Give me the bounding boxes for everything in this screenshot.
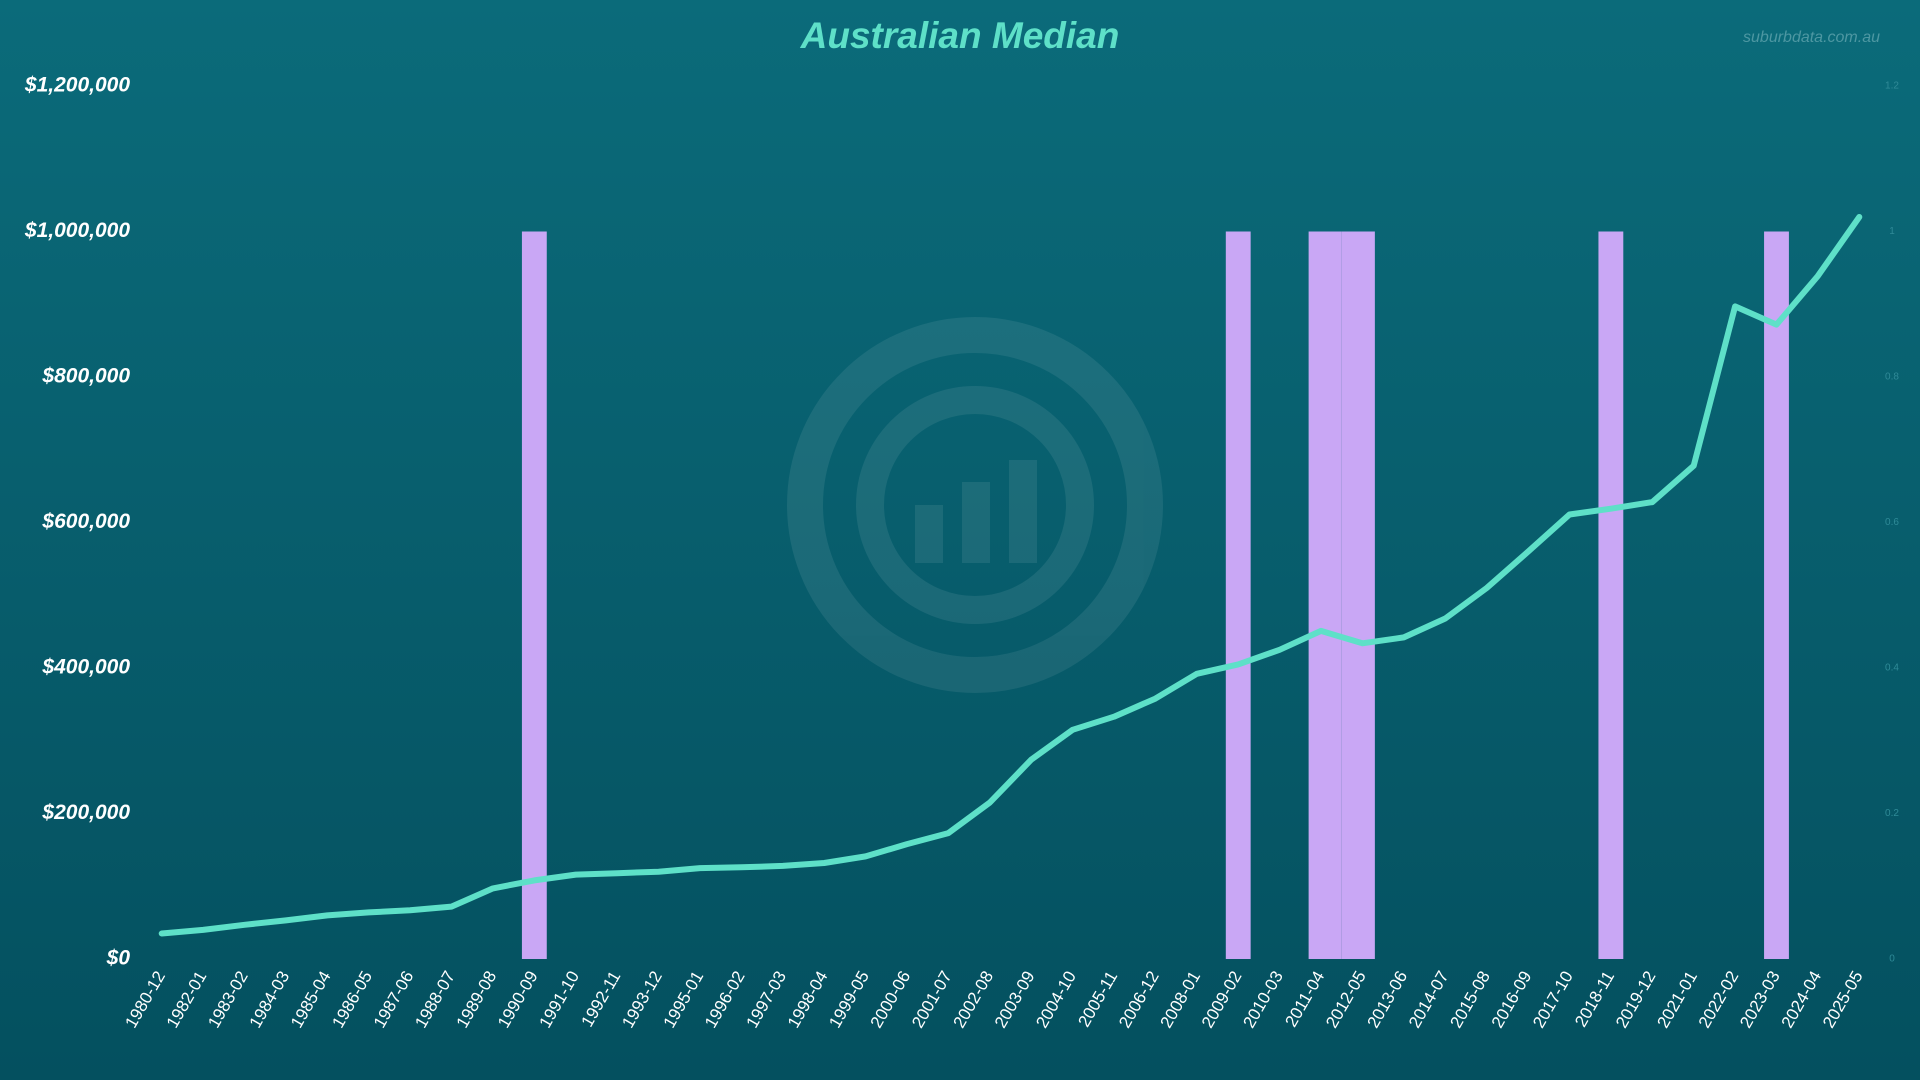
y-tick-label: $200,000 — [41, 801, 130, 824]
data-line — [158, 214, 1863, 937]
logo-watermark — [787, 317, 1163, 693]
y-tick-label: $800,000 — [41, 365, 130, 388]
shaded-bar — [1764, 231, 1789, 959]
chart-title: Australian Median — [800, 15, 1120, 56]
y2-tick-label: 0.4 — [1885, 663, 1899, 674]
y2-tick-label: 0.6 — [1885, 517, 1899, 528]
y2-tick-label: 1 — [1889, 226, 1895, 237]
shaded-bar — [1308, 231, 1342, 959]
y2-tick-label: 0 — [1889, 954, 1895, 965]
y2-tick-label: 1.2 — [1885, 81, 1899, 92]
y2-tick-label: 0.8 — [1885, 372, 1899, 383]
shaded-bar — [1341, 231, 1375, 959]
watermark: suburbdata.com.au — [1743, 29, 1880, 46]
y-tick-label: $1,200,000 — [24, 74, 130, 97]
shaded-bar — [1598, 231, 1624, 959]
shaded-bar — [1225, 231, 1251, 959]
y-tick-label: $400,000 — [41, 656, 130, 679]
y-tick-label: $0 — [106, 947, 131, 970]
y-tick-label: $600,000 — [41, 510, 130, 533]
y2-tick-label: 0.2 — [1885, 808, 1899, 819]
y-tick-label: $1,000,000 — [24, 219, 130, 242]
shaded-bar — [521, 231, 547, 959]
